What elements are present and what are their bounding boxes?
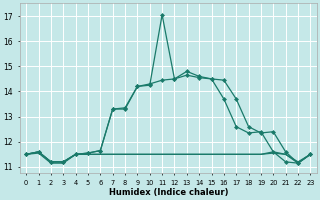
X-axis label: Humidex (Indice chaleur): Humidex (Indice chaleur) xyxy=(108,188,228,197)
